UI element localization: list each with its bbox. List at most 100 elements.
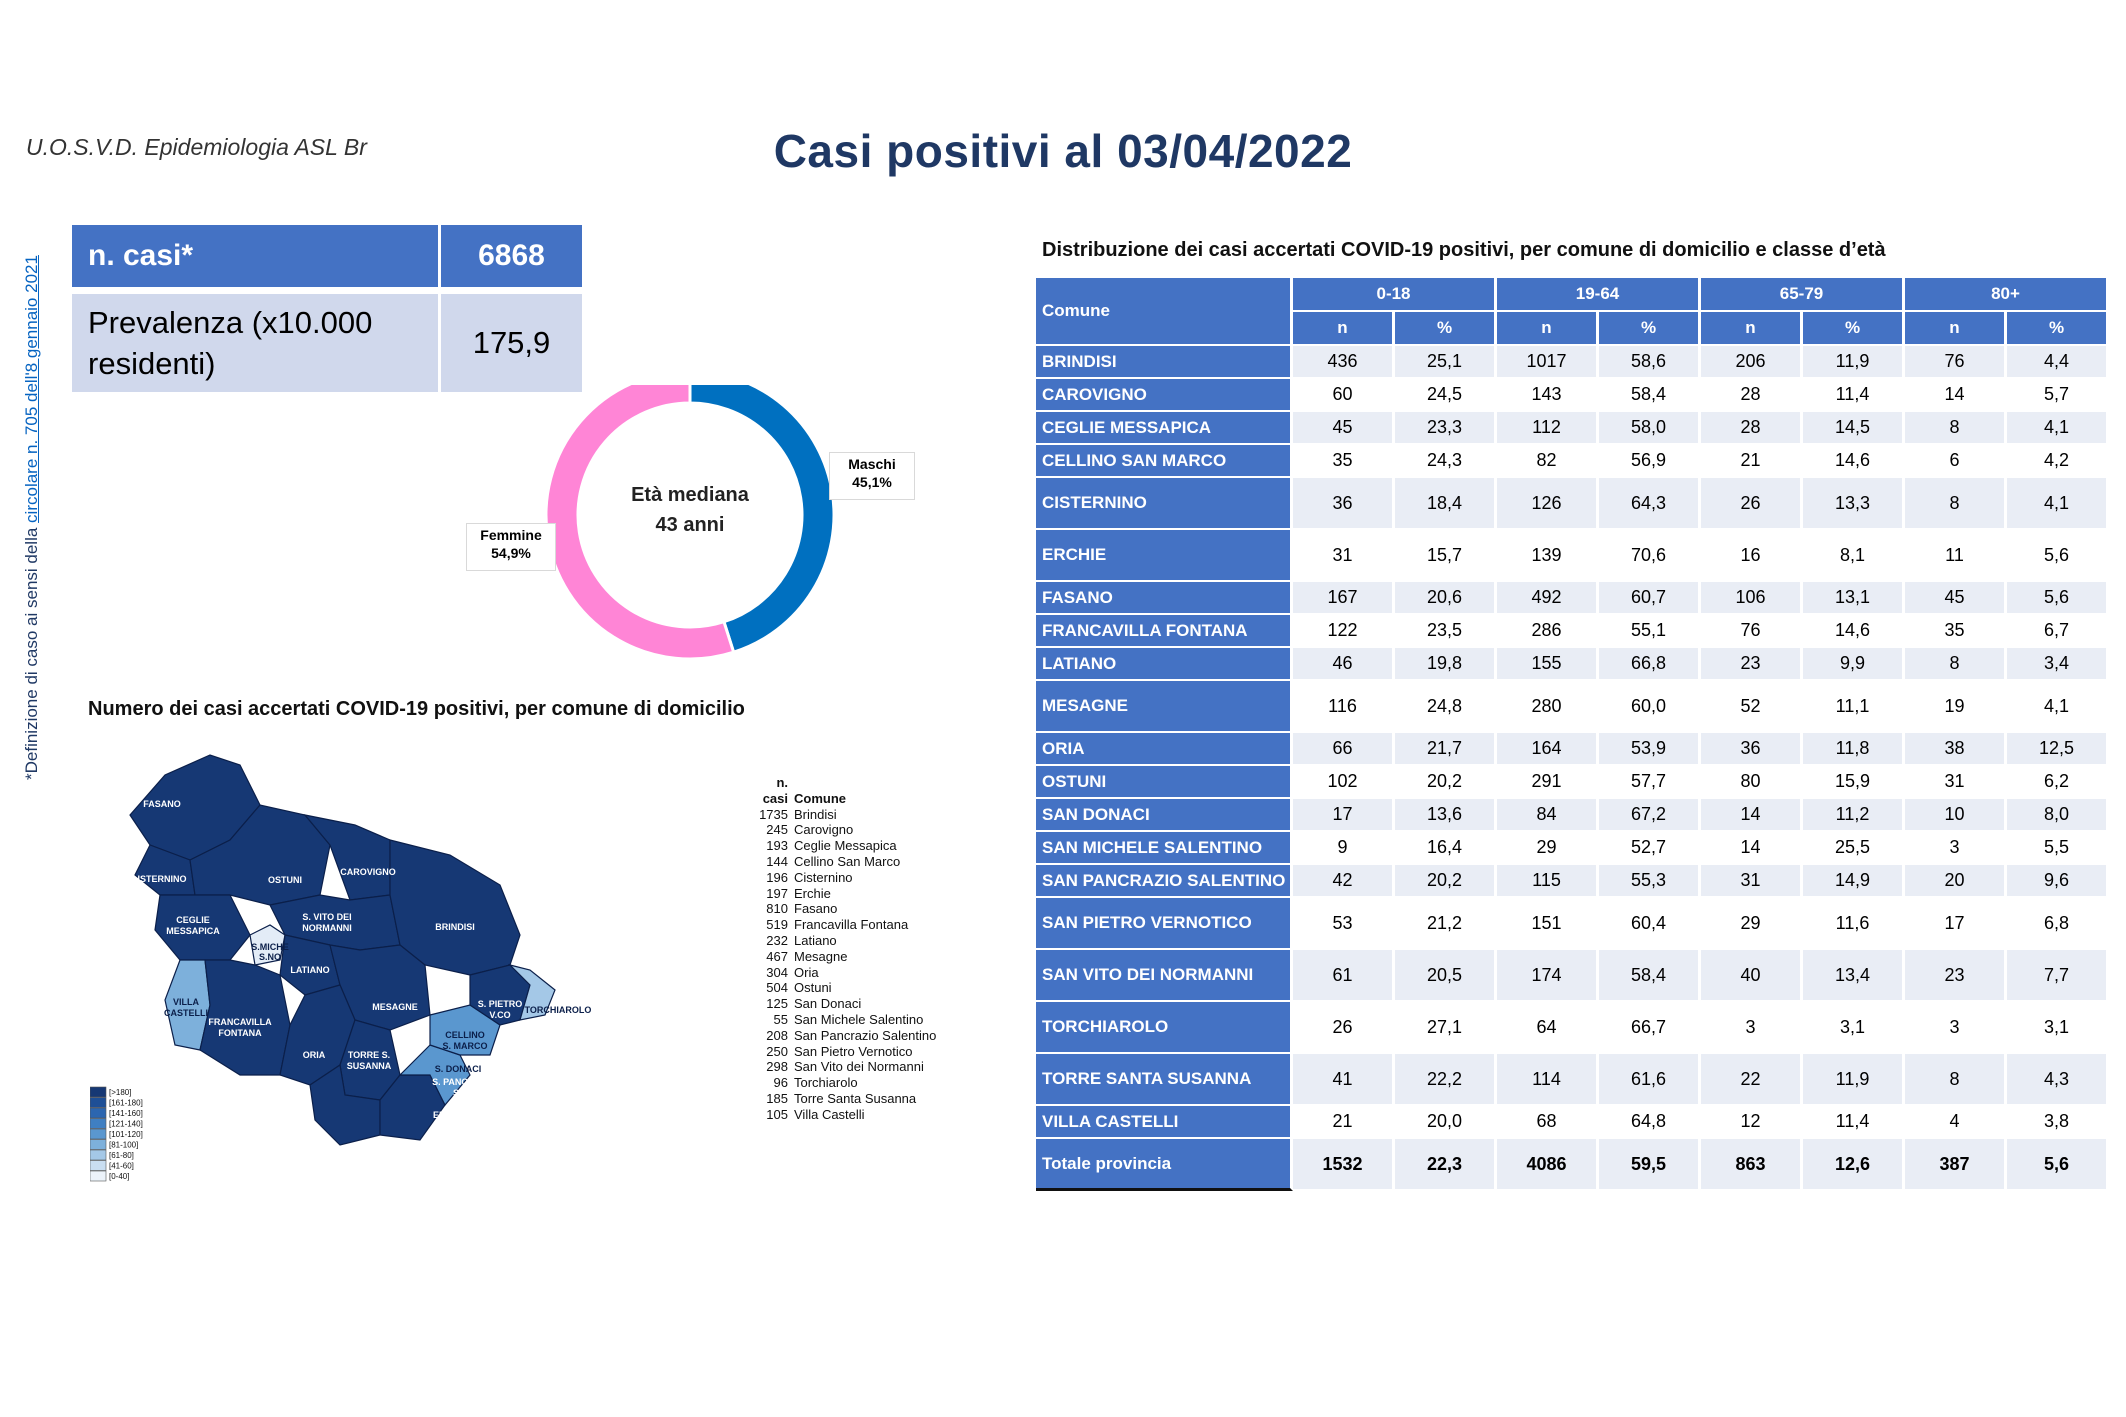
table-cell: 4,2 [2007,445,2109,478]
table-cell: 9,6 [2007,865,2109,898]
table-cell: 8,0 [2007,799,2109,832]
row-comune: FRANCAVILLA FONTANA [1036,615,1293,648]
list-item-count: 193 [766,838,788,854]
table-cell: 60,4 [1599,898,1701,950]
table-cell: 11,9 [1803,1054,1905,1106]
age-distribution-table: Comune 0-18 19-64 65-79 80+ n% n% n% n% BRI… [1036,278,2109,1191]
table-cell: 68 [1497,1106,1599,1139]
table-cell: 4,1 [2007,681,2109,733]
map-label-svito: S. VITO DEI [302,912,351,922]
table-cell: 6,2 [2007,766,2109,799]
table-cell: 3 [1905,832,2007,865]
table-cell: 164 [1497,733,1599,766]
table-cell: 11,4 [1803,379,1905,412]
table-cell: 23 [1905,950,2007,1002]
legend-swatch [90,1107,107,1119]
males-name: Maschi [848,456,896,472]
table-cell: 5,7 [2007,379,2109,412]
table-cell: 5,5 [2007,832,2109,865]
table-cell: 4,1 [2007,412,2109,445]
list-item-count: 105 [766,1106,788,1122]
table-cell: 12 [1701,1106,1803,1139]
table-cell: 115 [1497,865,1599,898]
list-item-comune: Cisternino [794,869,853,885]
table-cell: 3,4 [2007,648,2109,681]
map-label-sdonaci: S. DONACI [435,1064,482,1074]
map-label-ceglie2: MESSAPICA [166,926,220,936]
list-item: 193 Ceglie Messapica [748,838,936,854]
table-cell: 14,9 [1803,865,1905,898]
table-cell: 40 [1701,950,1803,1002]
table-cell: 4,4 [2007,346,2109,379]
total-cell: 4086 [1497,1139,1599,1191]
table-cell: 21 [1293,1106,1395,1139]
table-cell: 23 [1701,648,1803,681]
map-label-torre2: SUSANNA [347,1061,392,1071]
row-comune: CELLINO SAN MARCO [1036,445,1293,478]
table-row: SAN PANCRAZIO SALENTINO 42 20,2 115 55,3 31 14… [1036,865,2109,898]
table-cell: 20 [1905,865,2007,898]
table-cell: 29 [1701,898,1803,950]
table-cell: 24,3 [1395,445,1497,478]
map-label-villa: VILLA [173,997,199,1007]
table-cell: 66,7 [1599,1002,1701,1054]
table-cell: 16,4 [1395,832,1497,865]
table-cell: 28 [1701,379,1803,412]
row-comune: SAN DONACI [1036,799,1293,832]
table-row: FRANCAVILLA FONTANA 122 23,5 286 55,1 76 14,6 3… [1036,615,2109,648]
total-cell: 5,6 [2007,1139,2109,1191]
table-row: MESAGNE 116 24,8 280 60,0 52 11,1 19 4,1 [1036,681,2109,733]
row-comune: VILLA CASTELLI [1036,1106,1293,1139]
legend-swatch [90,1160,107,1171]
map-label-mesagne: MESAGNE [372,1002,418,1012]
donut-slice-maschi [688,385,836,655]
table-cell: 6 [1905,445,2007,478]
list-item: 504 Ostuni [748,980,936,996]
list-item-comune: Torchiarolo [794,1075,858,1091]
cases-label: n. casi* [72,225,438,287]
total-cell: 59,5 [1599,1139,1701,1191]
list-item: 55 San Michele Salentino [748,1012,936,1028]
table-cell: 23,5 [1395,615,1497,648]
table-cell: 20,2 [1395,865,1497,898]
table-cell: 6,8 [2007,898,2109,950]
table-cell: 167 [1293,582,1395,615]
list-header-n: n. casi [762,775,788,806]
table-cell: 291 [1497,766,1599,799]
table-cell: 41 [1293,1054,1395,1106]
legend-class-label: [>180] [109,1088,131,1097]
list-item-count: 810 [766,901,788,917]
table-cell: 35 [1293,445,1395,478]
table-cell: 9 [1293,832,1395,865]
table-cell: 143 [1497,379,1599,412]
column-header-age-0-18: 0-18 [1293,278,1497,312]
list-item-count: 125 [766,996,788,1012]
sub-header-pct: % [1395,312,1497,346]
cases-by-comune-list: n. casi Comune 1735 Brindisi 245 Carovigno 19… [748,775,936,1123]
map-area-ceglie [154,894,251,961]
table-cell: 280 [1497,681,1599,733]
row-comune: SAN MICHELE SALENTINO [1036,832,1293,865]
table-cell: 122 [1293,615,1395,648]
list-item-count: 1735 [759,806,788,822]
total-cell: 12,6 [1803,1139,1905,1191]
total-cell: 1532 [1293,1139,1395,1191]
case-definition-text: *Definizione di caso ai sensi della circ… [22,255,42,780]
table-title: Distribuzione dei casi accertati COVID-1… [1042,239,1886,261]
table-cell: 25,1 [1395,346,1497,379]
list-item-count: 55 [773,1011,788,1027]
list-item-comune: Torre Santa Susanna [794,1090,917,1106]
list-item-count: 185 [766,1090,788,1106]
circolare-link[interactable]: circolare n. 705 dell'8 gennaio 2021 [22,255,41,523]
table-cell: 84 [1497,799,1599,832]
table-cell: 31 [1701,865,1803,898]
table-row: SAN PIETRO VERNOTICO 53 21,2 151 60,4 29 11,6 1… [1036,898,2109,950]
list-item: 467 Mesagne [748,949,936,965]
prevalence-label: Prevalenza (x10.000 residenti) [72,294,438,392]
row-comune: SAN PANCRAZIO SALENTINO [1036,865,1293,898]
legend-swatch [90,1139,107,1150]
map-title: Numero dei casi accertati COVID-19 posit… [88,698,745,720]
sub-header-n: n [1497,312,1599,346]
row-comune: MESAGNE [1036,681,1293,733]
map-label-cellino2: S. MARCO [443,1041,488,1051]
